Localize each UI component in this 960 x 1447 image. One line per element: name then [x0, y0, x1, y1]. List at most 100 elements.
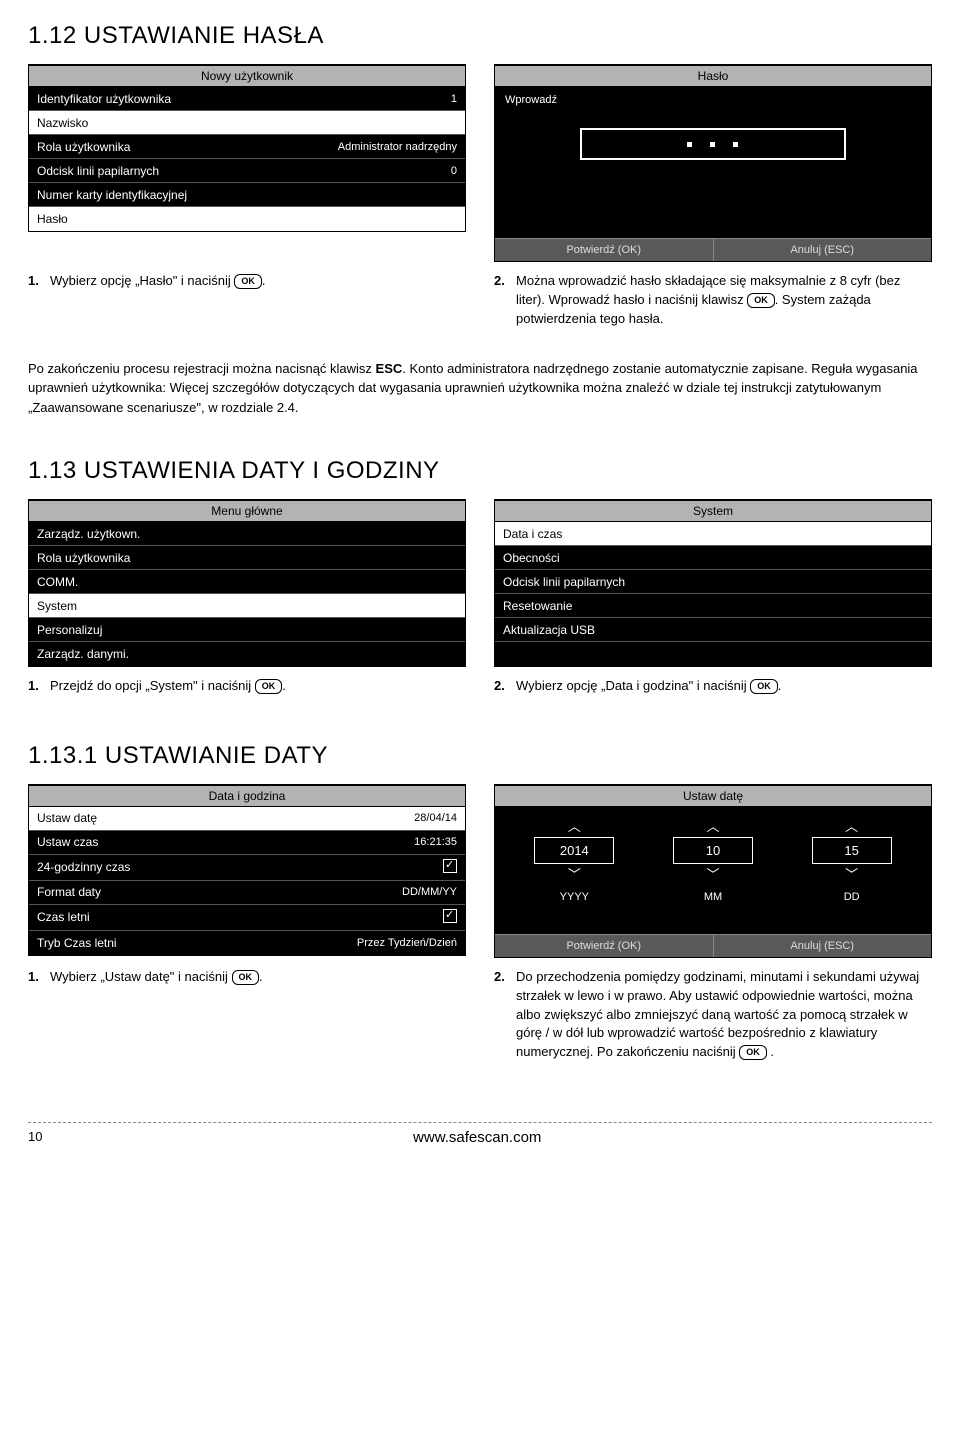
list-item-value: 16:21:35	[414, 836, 457, 848]
list-item-value: DD/MM/YY	[402, 886, 457, 898]
list-item-label: Rola użytkownika	[37, 551, 130, 565]
list-item-label: 24-godzinny czas	[37, 860, 130, 874]
list-item-label: Tryb Czas letni	[37, 936, 117, 950]
spinner-value: 10	[673, 837, 753, 864]
list-item[interactable]: Rola użytkownika	[29, 546, 465, 570]
instruction: 2. Wybierz opcję „Data i godzina" i naci…	[494, 677, 932, 696]
instruction: 1. Przejdź do opcji „System" i naciśnij …	[28, 677, 466, 696]
list-item-value: 0	[451, 165, 457, 177]
checkbox-checked-icon	[443, 909, 457, 923]
panel-title: Data i godzina	[29, 786, 465, 807]
instruction: 1. Wybierz opcję „Hasło" i naciśnij OK.	[28, 272, 466, 291]
list-item-label: Data i czas	[503, 527, 562, 541]
section-heading: 1.12 USTAWIANIE HASŁA	[28, 22, 932, 50]
checkbox-checked-icon	[443, 859, 457, 873]
ok-key-icon: OK	[234, 274, 262, 289]
password-input-box[interactable]	[580, 128, 846, 160]
list-item[interactable]: Obecności	[495, 546, 931, 570]
system-menu-panel: System Data i czasObecnościOdcisk linii …	[494, 499, 932, 667]
password-prompt: Wprowadź	[505, 94, 921, 106]
panel-title: Hasło	[495, 66, 931, 86]
ok-key-icon: OK	[232, 970, 260, 985]
panel-title: Ustaw datę	[495, 786, 931, 806]
list-item[interactable]: 24-godzinny czas	[29, 855, 465, 881]
chevron-up-icon[interactable]: ︿	[706, 820, 719, 833]
spinner-value: 15	[812, 837, 892, 864]
list-item-label: Ustaw czas	[37, 835, 98, 849]
section-heading: 1.13.1 USTAWIANIE DATY	[28, 742, 932, 770]
date-spinner[interactable]: ︿ 10 ﹀ MM	[673, 820, 753, 903]
ok-key-icon: OK	[739, 1045, 767, 1060]
main-menu-panel: Menu główne Zarządz. użytkown. Rola użytk…	[28, 499, 466, 667]
list-item-label: Rola użytkownika	[37, 140, 130, 154]
spinner-label: MM	[704, 891, 722, 903]
list-item-value: Przez Tydzień/Dzień	[357, 937, 457, 949]
cancel-button[interactable]: Anuluj (ESC)	[713, 239, 932, 261]
date-spinner[interactable]: ︿ 2014 ﹀ YYYY	[534, 820, 614, 903]
list-item-label: COMM.	[37, 575, 78, 589]
panel-title: Nowy użytkownik	[29, 66, 465, 87]
footer-url: www.safescan.com	[413, 1129, 541, 1146]
spinner-label: YYYY	[560, 891, 589, 903]
cancel-button[interactable]: Anuluj (ESC)	[713, 935, 932, 957]
body-paragraph: Po zakończeniu procesu rejestracji można…	[28, 359, 932, 418]
page-number: 10	[28, 1129, 42, 1146]
list-item[interactable]: Nazwisko	[29, 111, 465, 135]
list-item-label: Format daty	[37, 885, 101, 899]
list-item-label: Ustaw datę	[37, 811, 97, 825]
new-user-panel: Nowy użytkownik Identyfikator użytkownik…	[28, 64, 466, 232]
instruction: 1. Wybierz „Ustaw datę" i naciśnij OK.	[28, 968, 466, 987]
list-item[interactable]: COMM.	[29, 570, 465, 594]
list-item-value	[443, 859, 457, 876]
list-item[interactable]: Odcisk linii papilarnych	[495, 570, 931, 594]
list-item[interactable]: Aktualizacja USB	[495, 618, 931, 642]
confirm-button[interactable]: Potwierdź (OK)	[495, 935, 713, 957]
list-item[interactable]: Data i czas	[495, 522, 931, 546]
set-date-panel: Ustaw datę ︿ 2014 ﹀ YYYY ︿ 10 ﹀ MM ︿ 15 ﹀ DD Potwie…	[494, 784, 932, 958]
list-item-label: Aktualizacja USB	[503, 623, 595, 637]
chevron-up-icon[interactable]: ︿	[845, 820, 858, 833]
date-spinner[interactable]: ︿ 15 ﹀ DD	[812, 820, 892, 903]
chevron-down-icon[interactable]: ﹀	[568, 868, 581, 881]
list-item-label: Odcisk linii papilarnych	[503, 575, 625, 589]
list-item-label: Resetowanie	[503, 599, 572, 613]
ok-key-icon: OK	[750, 679, 778, 694]
list-item-label: Obecności	[503, 551, 560, 565]
page-footer: 10 www.safescan.com	[28, 1122, 932, 1146]
confirm-button[interactable]: Potwierdź (OK)	[495, 239, 713, 261]
spinner-value: 2014	[534, 837, 614, 864]
list-item[interactable]: Zarządz. użytkown.	[29, 522, 465, 546]
list-item[interactable]: Identyfikator użytkownika1	[29, 87, 465, 111]
chevron-down-icon[interactable]: ﹀	[706, 868, 719, 881]
list-item-label: Identyfikator użytkownika	[37, 92, 171, 106]
list-item[interactable]: Tryb Czas letni Przez Tydzień/Dzień	[29, 931, 465, 955]
list-item[interactable]: System	[29, 594, 465, 618]
chevron-down-icon[interactable]: ﹀	[845, 868, 858, 881]
list-item[interactable]: Format daty DD/MM/YY	[29, 881, 465, 905]
list-item-value	[443, 909, 457, 926]
instruction: 2. Można wprowadzić hasło składające się…	[494, 272, 932, 329]
date-time-panel: Data i godzina Ustaw datę 28/04/14 Ustaw c…	[28, 784, 466, 956]
list-item-label: Odcisk linii papilarnych	[37, 164, 159, 178]
list-item-label: Zarządz. danymi.	[37, 647, 129, 661]
list-item[interactable]: Odcisk linii papilarnych 0	[29, 159, 465, 183]
list-item[interactable]: Numer karty identyfikacyjnej	[29, 183, 465, 207]
list-item[interactable]: Resetowanie	[495, 594, 931, 618]
list-item[interactable]: Rola użytkownikaAdministrator nadrzędny	[29, 135, 465, 159]
list-item[interactable]: Hasło	[29, 207, 465, 231]
list-item-value: 28/04/14	[414, 812, 457, 824]
list-item-label: System	[37, 599, 77, 613]
panel-title: Menu główne	[29, 501, 465, 522]
list-item[interactable]: Ustaw datę 28/04/14	[29, 807, 465, 831]
list-item[interactable]: Czas letni	[29, 905, 465, 931]
list-item[interactable]	[495, 642, 931, 666]
list-item-label: Personalizuj	[37, 623, 102, 637]
chevron-up-icon[interactable]: ︿	[568, 820, 581, 833]
list-item[interactable]: Personalizuj	[29, 618, 465, 642]
list-item[interactable]: Zarządz. danymi.	[29, 642, 465, 666]
section-heading: 1.13 USTAWIENIA DATY I GODZINY	[28, 457, 932, 485]
spinner-label: DD	[844, 891, 860, 903]
list-item-label: Nazwisko	[37, 116, 88, 130]
list-item-label: Czas letni	[37, 910, 90, 924]
list-item[interactable]: Ustaw czas 16:21:35	[29, 831, 465, 855]
